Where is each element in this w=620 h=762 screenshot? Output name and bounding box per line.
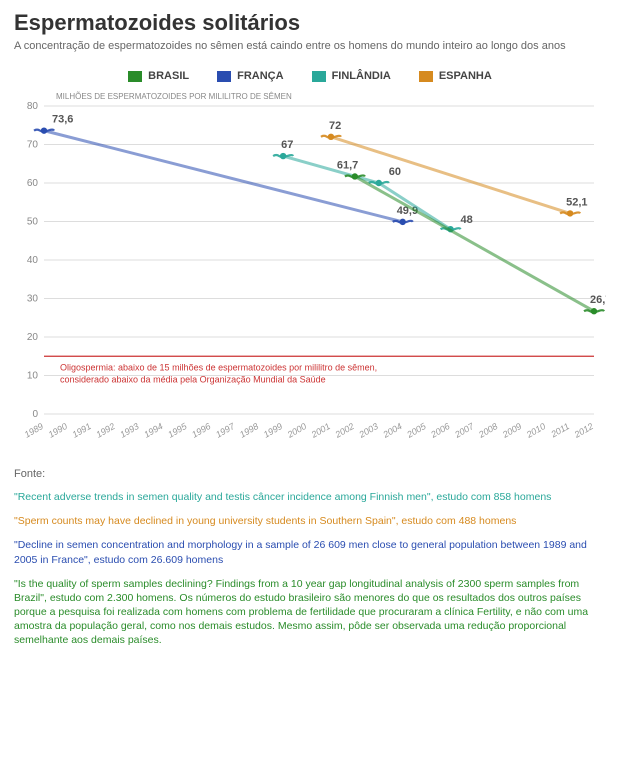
svg-text:2001: 2001 (309, 421, 332, 440)
y-axis-title: MILHÕES DE ESPERMATOZOIDES POR MILILITRO… (56, 92, 292, 101)
svg-text:considerado abaixo da média pe: considerado abaixo da média pela Organiz… (60, 374, 326, 384)
svg-text:0: 0 (32, 409, 38, 420)
chart-legend: BRASIL FRANÇA FINLÂNDIA ESPANHA (14, 70, 606, 82)
chart-title: Espermatozoides solitários (14, 10, 606, 36)
svg-text:2012: 2012 (572, 421, 595, 440)
svg-text:2009: 2009 (500, 421, 523, 440)
svg-text:2007: 2007 (452, 421, 476, 441)
svg-text:30: 30 (27, 294, 39, 305)
data-point (41, 127, 47, 133)
svg-text:2011: 2011 (548, 421, 571, 440)
legend-item: FRANÇA (217, 70, 283, 82)
sources-heading: Fonte: (14, 468, 606, 480)
source-item: "Sperm counts may have declined in young… (14, 514, 606, 528)
svg-text:1990: 1990 (47, 421, 69, 440)
svg-text:1998: 1998 (238, 421, 260, 440)
source-item: "Recent adverse trends in semen quality … (14, 490, 606, 504)
svg-text:40: 40 (27, 255, 39, 266)
svg-text:20: 20 (27, 332, 39, 343)
data-label: 61,7 (337, 159, 358, 171)
legend-item: BRASIL (128, 70, 189, 82)
data-point (591, 308, 597, 314)
svg-text:70: 70 (27, 140, 39, 151)
data-point (328, 134, 334, 140)
svg-text:50: 50 (27, 217, 39, 228)
data-point (399, 219, 405, 225)
data-point (280, 153, 286, 159)
data-label: 67 (281, 139, 293, 151)
legend-label: FINLÂNDIA (332, 70, 391, 82)
data-point (352, 173, 358, 179)
svg-text:2010: 2010 (524, 421, 547, 440)
data-label: 52,1 (566, 196, 587, 208)
source-item: "Decline in semen concentration and morp… (14, 538, 606, 566)
legend-swatch (419, 71, 433, 82)
svg-text:2004: 2004 (380, 421, 403, 440)
svg-text:2006: 2006 (428, 421, 451, 440)
svg-text:2002: 2002 (333, 421, 356, 440)
legend-item: ESPANHA (419, 70, 492, 82)
svg-text:Oligospermia: abaixo de 15 mil: Oligospermia: abaixo de 15 milhões de es… (60, 362, 377, 372)
svg-text:1989: 1989 (23, 421, 45, 440)
legend-item: FINLÂNDIA (312, 70, 391, 82)
data-point (376, 180, 382, 186)
series-line (355, 176, 594, 311)
data-label: 60 (389, 166, 401, 178)
svg-text:80: 80 (27, 101, 39, 112)
svg-text:10: 10 (27, 371, 39, 382)
data-label: 48 (461, 214, 473, 226)
svg-text:1994: 1994 (142, 421, 164, 440)
legend-label: BRASIL (148, 70, 189, 82)
data-label: 26,7 (590, 294, 606, 306)
data-point (567, 210, 573, 216)
source-item: "Is the quality of sperm samples declini… (14, 577, 606, 648)
svg-text:1992: 1992 (94, 421, 116, 440)
legend-label: ESPANHA (439, 70, 492, 82)
svg-text:2005: 2005 (404, 421, 428, 441)
svg-text:2003: 2003 (357, 421, 380, 440)
legend-label: FRANÇA (237, 70, 283, 82)
series-line (331, 137, 570, 214)
data-label: 72 (329, 120, 341, 132)
svg-text:1999: 1999 (262, 421, 284, 440)
legend-swatch (312, 71, 326, 82)
line-chart: 0102030405060708019891990199119921993199… (14, 96, 606, 456)
legend-swatch (217, 71, 231, 82)
sources-block: Fonte: "Recent adverse trends in semen q… (14, 468, 606, 648)
chart-subtitle: A concentração de espermatozoides no sêm… (14, 40, 606, 52)
svg-text:2000: 2000 (285, 421, 308, 440)
svg-text:1995: 1995 (166, 421, 189, 440)
svg-text:1997: 1997 (214, 421, 237, 440)
svg-text:1996: 1996 (190, 421, 212, 440)
svg-text:1993: 1993 (118, 421, 140, 440)
data-label: 73,6 (52, 114, 73, 126)
svg-text:1991: 1991 (70, 421, 92, 440)
svg-text:60: 60 (27, 178, 39, 189)
svg-text:2008: 2008 (476, 421, 499, 440)
legend-swatch (128, 71, 142, 82)
